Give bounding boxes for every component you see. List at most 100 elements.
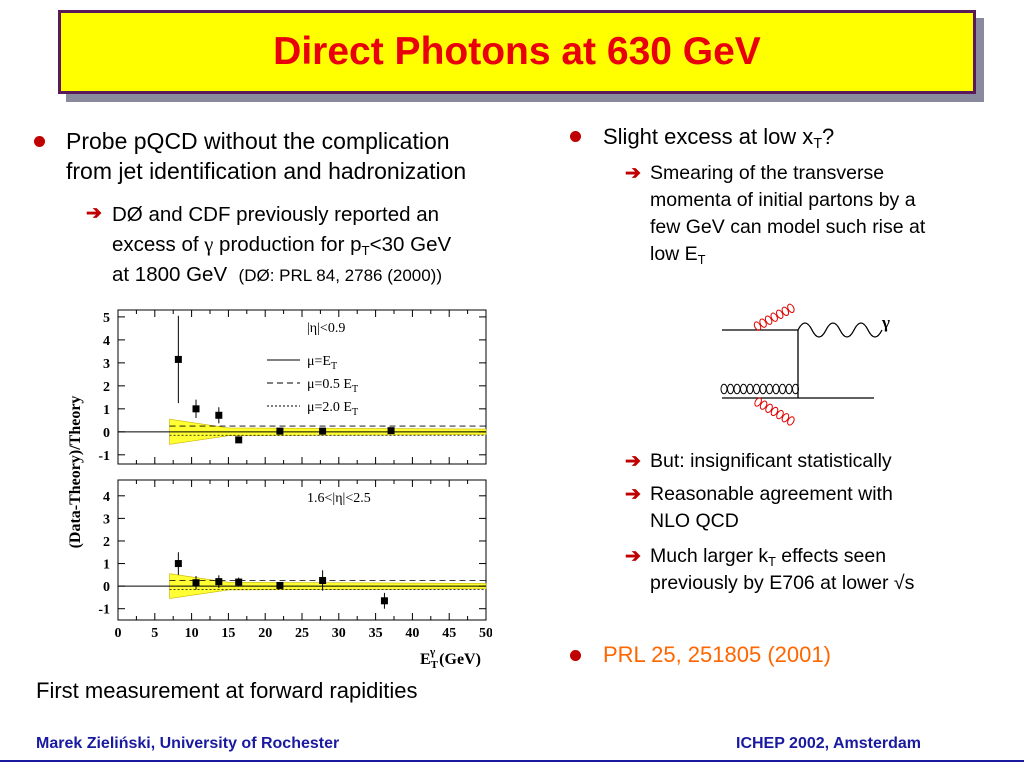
legend-subscript: T xyxy=(352,384,358,395)
x-tick-label: 5 xyxy=(151,626,158,641)
data-point xyxy=(235,578,243,586)
gluon-loop xyxy=(776,309,784,319)
right-sub-4-line-1: Much larger kT effects seen xyxy=(650,545,887,569)
gluon-loop xyxy=(753,383,760,395)
right-sub-1-line-2: momenta of initial partons by a xyxy=(650,189,916,211)
data-point xyxy=(319,427,327,435)
gluon-loop xyxy=(770,406,779,417)
y-tick-label: 0 xyxy=(103,580,110,595)
right-sub-2: But: insignificant statistically xyxy=(650,450,892,472)
left-bullet-1-line-2: from jet identification and hadronizatio… xyxy=(66,158,467,184)
footer-divider xyxy=(0,760,1024,762)
gluon-loop xyxy=(785,383,793,395)
gluon-loop xyxy=(727,383,734,395)
left-sub-1-line-1: DØ and CDF previously reported an xyxy=(112,203,440,226)
x-axis-subscript: T xyxy=(431,659,439,671)
gluon-loop xyxy=(781,413,790,423)
data-point xyxy=(192,579,200,587)
data-point xyxy=(192,405,200,413)
y-tick-label: 2 xyxy=(103,380,110,395)
y-axis-label: (Data-Theory)/Theory xyxy=(67,396,84,549)
legend-label: μ=ET xyxy=(307,354,337,372)
x-axis-unit: (GeV) xyxy=(435,651,481,668)
right-sub-3-line-2: NLO QCD xyxy=(650,510,739,532)
gluon-loop xyxy=(781,306,790,316)
data-point xyxy=(319,576,327,584)
gluon-loop xyxy=(765,403,773,413)
publication-reference: PRL 25, 251805 (2001) xyxy=(603,642,831,667)
y-tick-label: 1 xyxy=(103,403,110,418)
legend-subscript: T xyxy=(331,361,337,372)
left-bullet-1-line-1: Probe pQCD without the complication xyxy=(66,128,450,154)
gluon-coil-bottom xyxy=(720,383,799,395)
data-point xyxy=(276,427,284,435)
y-tick-label: 2 xyxy=(103,535,110,550)
arrow-icon: ➔ xyxy=(625,451,641,472)
gluon-loop xyxy=(770,312,778,322)
right-bullet-1: Slight excess at low xT? xyxy=(603,124,835,152)
x-tick-label: 30 xyxy=(332,626,346,641)
right-sub-3: Reasonable agreement with NLO QCD xyxy=(650,481,893,535)
x-tick-label: 15 xyxy=(221,626,235,641)
region-label: |η|<0.9 xyxy=(307,321,345,336)
gluon-loop xyxy=(779,383,786,395)
legend-subscript: T xyxy=(352,407,358,418)
gluon-loop xyxy=(792,383,799,395)
photon-wavy-line xyxy=(797,322,883,338)
data-point xyxy=(276,581,284,589)
left-sub-1: DØ and CDF previously reported an excess… xyxy=(112,200,451,291)
gluon-loop xyxy=(759,383,767,395)
right-sub-4-line-2: previously by E706 at lower √s xyxy=(650,572,915,594)
data-point xyxy=(215,411,223,419)
legend-label: μ=2.0 ET xyxy=(307,400,358,418)
reference-citation: (DØ: PRL 84, 2786 (2000)) xyxy=(238,266,442,285)
bullet-dot xyxy=(34,136,45,147)
data-point xyxy=(174,355,182,363)
gluon-loop xyxy=(753,321,762,331)
chart-caption: First measurement at forward rapidities xyxy=(36,678,418,703)
right-sub-4: Much larger kT effects seen previously b… xyxy=(650,543,914,597)
x-tick-label: 50 xyxy=(479,626,492,641)
gluon-loop xyxy=(787,416,795,426)
bullet-dot xyxy=(570,650,581,661)
right-sub-3-line-1: Reasonable agreement with xyxy=(650,483,893,505)
data-point xyxy=(380,597,388,605)
arrow-icon: ➔ xyxy=(86,203,102,224)
gluon-loop xyxy=(776,409,784,420)
left-sub-1-line-3: at 1800 GeV (DØ: PRL 84, 2786 (2000)) xyxy=(112,263,442,286)
kt-gluon-bottom xyxy=(754,397,795,426)
gluon-loop xyxy=(733,383,741,395)
gluon-loop xyxy=(740,383,747,395)
right-sub-1-line-4: low ET xyxy=(650,243,706,267)
gluon-loop xyxy=(754,397,762,407)
gluon-loop xyxy=(746,383,754,395)
data-point xyxy=(387,427,395,435)
arrow-icon: ➔ xyxy=(625,163,641,184)
data-point xyxy=(215,578,223,586)
gluon-loop xyxy=(764,315,773,325)
plot-frame xyxy=(117,479,487,621)
data-point xyxy=(235,436,243,444)
arrow-icon: ➔ xyxy=(625,546,641,567)
left-sub-1-line-2: excess of γ production for pT<30 GeV xyxy=(112,233,452,258)
title-box: Direct Photons at 630 GeV xyxy=(58,10,976,94)
gluon-loop xyxy=(759,318,767,328)
right-sub-1: Smearing of the transverse momenta of in… xyxy=(650,160,925,268)
gluon-loop xyxy=(772,383,780,395)
arrow-icon: ➔ xyxy=(625,484,641,505)
y-tick-label: 1 xyxy=(103,558,110,573)
x-tick-label: 20 xyxy=(258,626,272,641)
gluon-loop xyxy=(720,383,728,395)
x-tick-label: 25 xyxy=(295,626,309,641)
kt-smearing-diagram: γ xyxy=(720,303,890,426)
x-tick-label: 10 xyxy=(185,626,199,641)
kt-gluon-top xyxy=(753,303,795,331)
photon-label: γ xyxy=(881,313,890,332)
region-label: 1.6<|η|<2.5 xyxy=(307,491,371,506)
y-tick-label: -1 xyxy=(98,449,110,464)
y-tick-label: 4 xyxy=(103,490,110,505)
right-sub-1-line-3: few GeV can model such rise at xyxy=(650,216,926,238)
gluon-loop xyxy=(766,383,773,395)
data-point xyxy=(174,560,182,568)
x-tick-label: 45 xyxy=(442,626,456,641)
